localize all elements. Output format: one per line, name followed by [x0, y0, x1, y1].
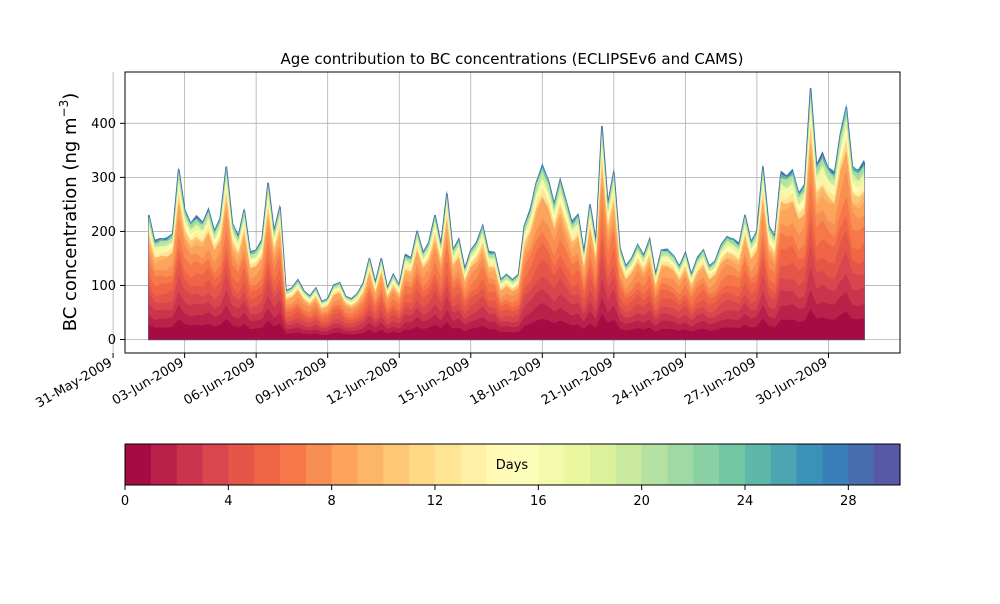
colorbar-tick-label: 12 — [427, 494, 444, 509]
colorbar-segment-23 — [719, 444, 746, 485]
x-tick-label: 31-May-2009 — [33, 355, 115, 411]
colorbar-segment-1 — [150, 444, 178, 485]
y-tick-label: 0 — [108, 333, 116, 348]
colorbar-segment-12 — [435, 444, 462, 485]
colorbar-segment-21 — [667, 444, 694, 485]
colorbar-segment-28 — [848, 444, 875, 485]
colorbar-tick-label: 0 — [121, 494, 129, 509]
colorbar-segment-2 — [176, 444, 204, 485]
chart-title: Age contribution to BC concentrations (E… — [281, 50, 744, 68]
x-tick-label: 06-Jun-2009 — [181, 355, 258, 408]
y-tick-label: 100 — [91, 279, 116, 294]
age-band-area-day-0 — [148, 309, 865, 340]
colorbar-frame — [124, 443, 901, 486]
colorbar — [125, 444, 901, 485]
colorbar-segment-13 — [460, 444, 488, 485]
colorbar-label: Days — [496, 458, 529, 473]
colorbar-segment-22 — [693, 444, 720, 485]
colorbar-segment-25 — [770, 444, 798, 485]
colorbar-ticks: 0 4 8 12 16 20 24 28 — [121, 485, 857, 509]
colorbar-tick-label: 8 — [328, 494, 336, 509]
colorbar-segment-18 — [590, 444, 617, 485]
colorbar-segment-3 — [202, 444, 229, 485]
stacked-areas — [148, 86, 865, 341]
colorbar-segment-10 — [383, 444, 410, 485]
colorbar-segment-14 — [486, 444, 514, 485]
colorbar-segment-8 — [331, 444, 359, 485]
colorbar-segment-15 — [512, 444, 539, 485]
colorbar-segment-5 — [254, 444, 281, 485]
x-tick-label: 21-Jun-2009 — [539, 355, 616, 408]
colorbar-segment-7 — [305, 444, 333, 485]
colorbar-tick-label: 24 — [737, 494, 754, 509]
x-tick-label: 30-Jun-2009 — [754, 355, 831, 408]
colorbar-segment-16 — [538, 444, 565, 485]
y-axis: 0 100 200 300 400 — [91, 117, 125, 348]
x-tick-label: 15-Jun-2009 — [396, 355, 473, 408]
y-tick-label: 300 — [91, 171, 116, 186]
y-tick-label: 400 — [91, 117, 116, 132]
colorbar-segment-26 — [796, 444, 824, 485]
x-axis: 31-May-200903-Jun-200906-Jun-200909-Jun-… — [33, 353, 830, 411]
plot-frame — [124, 71, 901, 354]
y-tick-label: 200 — [91, 225, 116, 240]
x-tick-label: 03-Jun-2009 — [110, 355, 187, 408]
x-tick-label: 12-Jun-2009 — [324, 355, 401, 408]
y-axis-label-close: ) — [60, 93, 81, 100]
colorbar-tick-label: 16 — [530, 494, 547, 509]
colorbar-segment-6 — [280, 444, 307, 485]
colorbar-segment-29 — [874, 444, 901, 485]
x-tick-label: 18-Jun-2009 — [467, 355, 544, 408]
y-axis-label: BC concentration (ng m−3) — [57, 93, 81, 332]
x-tick-label: 09-Jun-2009 — [253, 355, 330, 408]
colorbar-segment-27 — [822, 444, 849, 485]
colorbar-segment-24 — [745, 444, 772, 485]
colorbar-tick-label: 28 — [840, 494, 857, 509]
y-axis-label-main: BC concentration (ng m — [60, 117, 81, 331]
colorbar-tick-label: 20 — [633, 494, 650, 509]
colorbar-segment-19 — [615, 444, 643, 485]
colorbar-segment-20 — [641, 444, 669, 485]
x-tick-label: 24-Jun-2009 — [611, 355, 688, 408]
colorbar-tick-label: 4 — [224, 494, 232, 509]
age-band-area-day-2 — [148, 267, 865, 340]
colorbar-segment-9 — [357, 444, 384, 485]
colorbar-segment-4 — [228, 444, 255, 485]
colorbar-segment-17 — [564, 444, 591, 485]
y-axis-label-exponent: −3 — [57, 100, 71, 118]
colorbar-segment-11 — [409, 444, 436, 485]
colorbar-segment-0 — [125, 444, 152, 485]
age-band-area-day-1 — [148, 289, 865, 340]
x-tick-label: 27-Jun-2009 — [682, 355, 759, 408]
